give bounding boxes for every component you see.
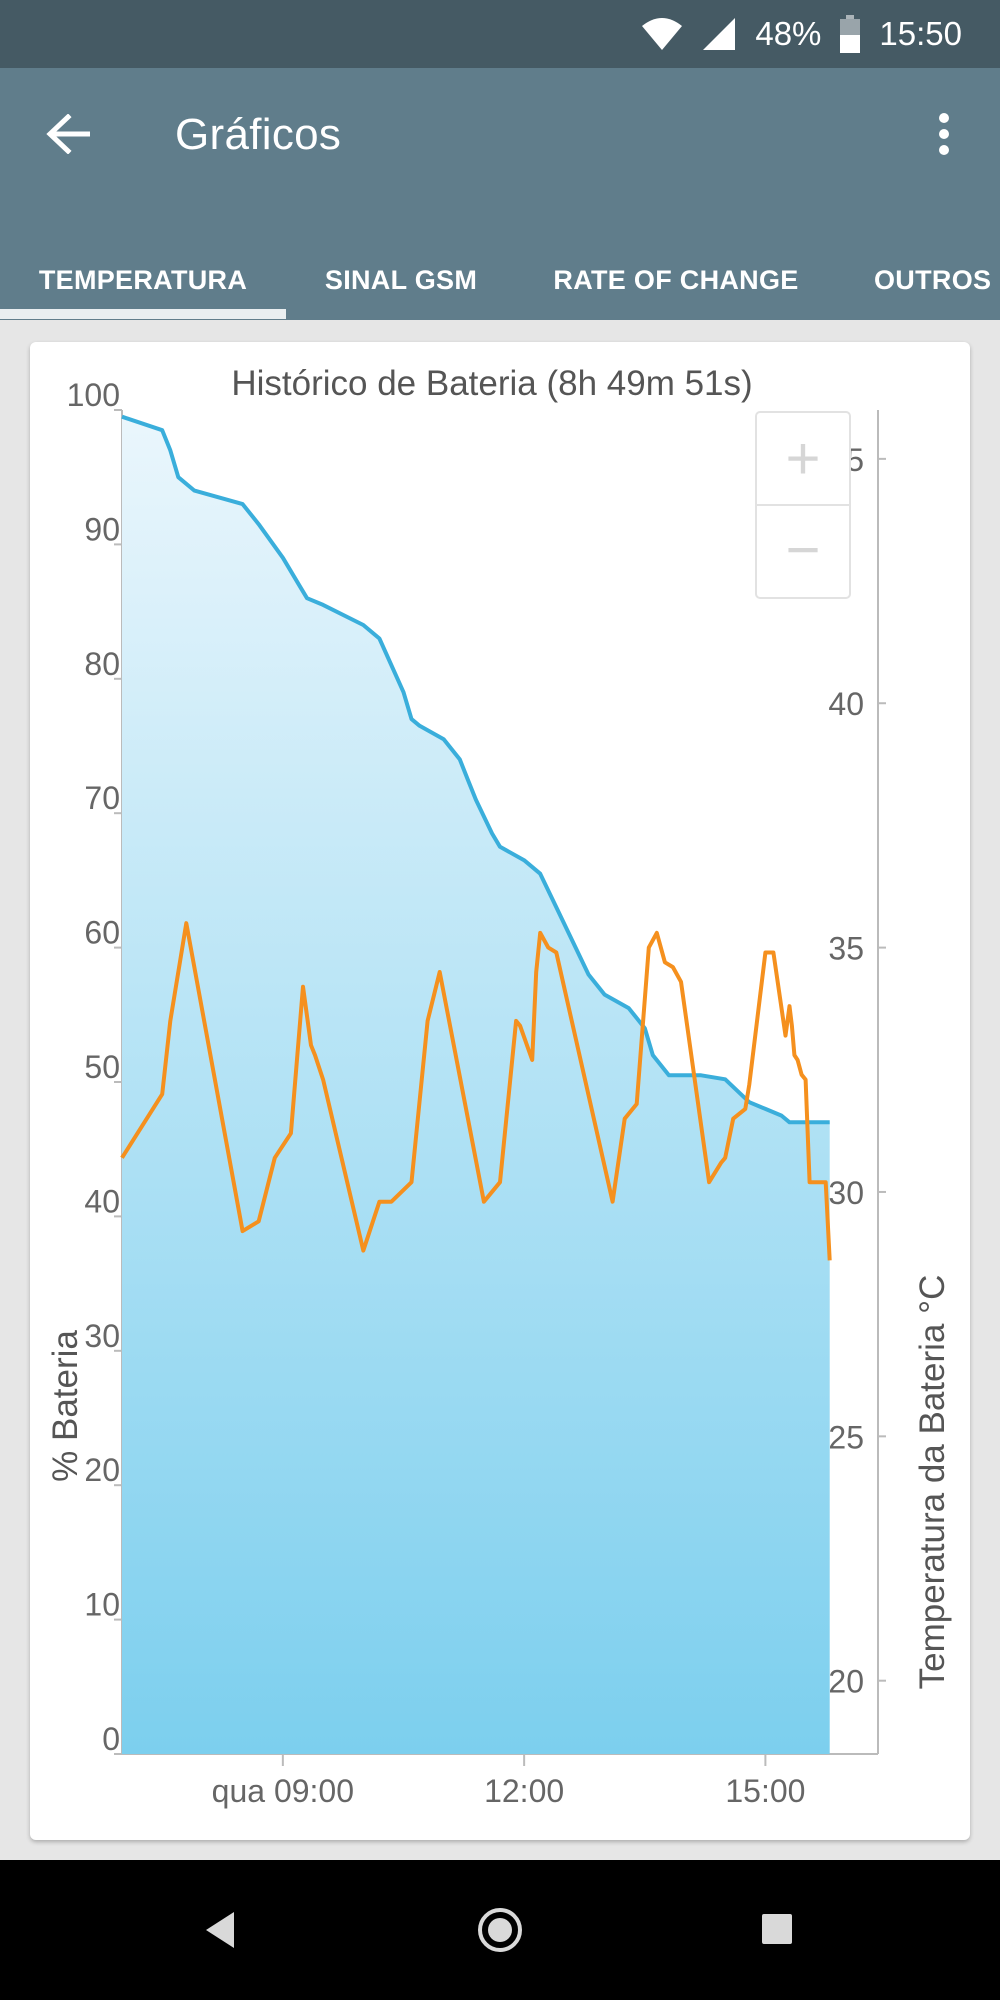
y2-axis-label: Temperatura da Bateria °C <box>913 1275 952 1690</box>
battery-area <box>122 416 830 1755</box>
zoom-controls: + − <box>755 411 851 599</box>
nav-recents-icon <box>760 1914 794 1950</box>
status-time: 15:50 <box>879 15 962 52</box>
zoom-out-label: − <box>785 516 820 583</box>
y-tick-label: 0 <box>102 1721 120 1757</box>
temperature-line <box>120 921 832 1261</box>
arrow-back-icon <box>46 112 91 159</box>
y2-tick-label: 25 <box>828 1419 864 1455</box>
y-tick-label: 70 <box>84 780 120 816</box>
more-vert-icon <box>938 112 950 161</box>
app-bar: Gráficos TEMPERATURA SINAL GSM RATE OF C… <box>0 68 1000 320</box>
x-tick-label: qua 09:00 <box>212 1773 354 1809</box>
nav-back-icon <box>200 1912 240 1956</box>
battery-icon <box>839 15 861 53</box>
overflow-menu-button[interactable] <box>924 108 964 164</box>
chart-card: 0102030405060708090100202530354045qua 09… <box>30 342 970 1840</box>
signal-icon <box>701 16 737 52</box>
nav-home-icon <box>476 1908 524 1958</box>
battery-history-chart[interactable]: 0102030405060708090100202530354045qua 09… <box>30 342 970 1840</box>
tab-sinal-gsm[interactable]: SINAL GSM <box>324 264 478 295</box>
y-tick-label: 50 <box>84 1049 120 1085</box>
y-tick-label: 90 <box>84 511 120 547</box>
status-icons: 48% 15:50 <box>641 0 962 68</box>
y-tick-label: 20 <box>84 1452 120 1488</box>
x-tick-label: 12:00 <box>484 1773 564 1809</box>
tab-bar: TEMPERATURA SINAL GSM RATE OF CHANGE OUT… <box>0 240 1000 320</box>
y2-tick-label: 30 <box>828 1175 864 1211</box>
tab-outros[interactable]: OUTROS <box>874 264 992 295</box>
y2-tick-label: 40 <box>828 686 864 722</box>
y-tick-label: 60 <box>84 915 120 951</box>
zoom-out-button[interactable]: − <box>757 506 849 597</box>
x-tick-label: 15:00 <box>725 1773 805 1809</box>
y-tick-label: 40 <box>84 1183 120 1219</box>
battery-percent: 48% <box>755 15 822 52</box>
tab-rate-of-change[interactable]: RATE OF CHANGE <box>553 264 799 295</box>
nav-back-button[interactable] <box>200 1908 240 1957</box>
wifi-icon <box>641 17 683 51</box>
page-title: Gráficos <box>175 110 342 159</box>
status-bar: 48% 15:50 <box>0 0 1000 68</box>
system-nav-bar <box>0 1860 1000 2000</box>
battery-line <box>121 414 830 1125</box>
y-tick-label: 80 <box>84 646 120 682</box>
y-axis-label: % Bateria <box>46 1330 85 1482</box>
y-tick-label: 100 <box>67 377 120 413</box>
tab-temperatura[interactable]: TEMPERATURA <box>38 264 248 295</box>
y-tick-label: 30 <box>84 1318 120 1354</box>
chart-title: Histórico de Bateria (8h 49m 51s) <box>231 364 752 403</box>
nav-home-button[interactable] <box>476 1906 524 1959</box>
nav-recents-button[interactable] <box>760 1912 794 1951</box>
back-button[interactable] <box>40 108 96 164</box>
zoom-in-label: + <box>785 425 820 492</box>
zoom-in-button[interactable]: + <box>757 413 849 504</box>
selected-tab-indicator <box>0 309 286 319</box>
y-tick-label: 10 <box>84 1587 120 1623</box>
y2-tick-label: 35 <box>828 931 864 967</box>
y2-tick-label: 20 <box>828 1664 864 1700</box>
